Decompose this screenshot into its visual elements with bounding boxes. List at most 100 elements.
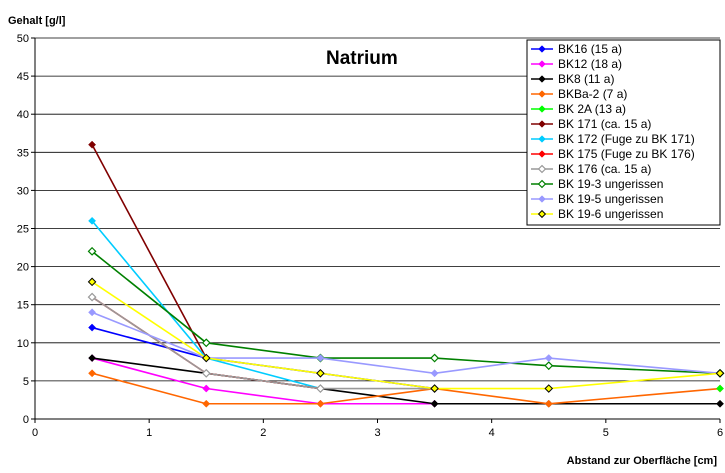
series-3-point-4 xyxy=(430,399,439,408)
y-tick-label-0: 0 xyxy=(23,414,29,426)
series-12-point-3 xyxy=(316,368,325,378)
series-4-point-3 xyxy=(316,399,325,408)
legend-item-12: BK 19-6 ungerissen xyxy=(531,207,663,221)
series-12-point-5 xyxy=(544,384,554,393)
y-tick-label-45: 45 xyxy=(17,71,29,83)
series-10-point-5 xyxy=(544,361,554,371)
legend-swatch-marker-9 xyxy=(537,164,547,174)
series-12-point-6 xyxy=(715,368,725,378)
legend-item-7: BK 172 (Fuge zu BK 171) xyxy=(531,132,695,146)
legend-label-12: BK 19-6 ungerissen xyxy=(558,207,663,221)
series-line-10 xyxy=(91,250,721,375)
chart-title: Natrium xyxy=(326,48,398,69)
y-axis-label: Gehalt [g/l] xyxy=(8,15,66,27)
x-tick-label-4: 4 xyxy=(489,427,495,439)
series-12-point-4 xyxy=(430,384,439,393)
legend: BK16 (15 a)BK12 (18 a)BK8 (11 a)BKBa-2 (… xyxy=(526,39,721,226)
legend-label-6: BK 171 (ca. 15 a) xyxy=(558,117,651,131)
legend-item-5: BK 2A (13 a) xyxy=(531,102,626,116)
legend-label-10: BK 19-3 ungerissen xyxy=(558,177,663,191)
series-9-point-2 xyxy=(201,368,211,378)
legend-swatch-marker-4 xyxy=(538,90,546,98)
legend-box xyxy=(526,39,721,226)
series-line-6 xyxy=(91,144,207,359)
legend-swatch-marker-11 xyxy=(538,195,546,203)
legend-item-2: BK12 (18 a) xyxy=(531,57,622,71)
y-tick-label-40: 40 xyxy=(17,109,29,121)
legend-swatch-marker-1 xyxy=(538,45,546,53)
x-axis-label: Abstand zur Oberfläche [cm] xyxy=(567,455,718,467)
series-4-point-5 xyxy=(544,399,553,408)
legend-item-8: BK 175 (Fuge zu BK 176) xyxy=(531,147,695,161)
legend-item-4: BKBa-2 (7 a) xyxy=(531,87,627,101)
legend-swatch-marker-8 xyxy=(538,150,546,158)
legend-item-6: BK 171 (ca. 15 a) xyxy=(531,117,651,131)
legend-item-1: BK16 (15 a) xyxy=(531,42,622,56)
legend-label-4: BKBa-2 (7 a) xyxy=(558,87,627,101)
series-11-point-1 xyxy=(88,308,97,317)
x-tick-label-0: 0 xyxy=(32,427,38,439)
series-line-2 xyxy=(91,357,435,405)
legend-swatch-marker-6 xyxy=(538,120,546,128)
y-tick-labels: 0 5 10 15 20 25 30 35 40 45 50 xyxy=(17,33,35,426)
y-tick-label-50: 50 xyxy=(17,33,29,45)
x-tick-label-1: 1 xyxy=(146,427,152,439)
legend-label-3: BK8 (11 a) xyxy=(558,72,614,86)
series-3-point-6 xyxy=(716,399,724,408)
legend-label-1: BK16 (15 a) xyxy=(558,42,622,56)
legend-swatch-marker-7 xyxy=(538,135,546,143)
legend-item-9: BK 176 (ca. 15 a) xyxy=(531,162,651,176)
legend-label-5: BK 2A (13 a) xyxy=(558,102,626,116)
legend-swatch-marker-3 xyxy=(538,75,546,83)
series-4-point-1 xyxy=(88,369,97,378)
series-line-4 xyxy=(91,372,721,405)
x-tick-label-5: 5 xyxy=(603,427,609,439)
series-12 xyxy=(87,277,725,393)
series-10-point-2 xyxy=(201,338,211,348)
legend-label-7: BK 172 (Fuge zu BK 171) xyxy=(558,132,695,146)
series-11-point-4 xyxy=(430,369,439,378)
legend-item-10: BK 19-3 ungerissen xyxy=(531,177,663,191)
series-7-point-1 xyxy=(88,216,97,225)
legend-swatch-marker-12 xyxy=(537,209,547,219)
series-12-point-1 xyxy=(87,277,97,287)
y-tick-label-15: 15 xyxy=(17,300,29,312)
series-5-point-1 xyxy=(716,384,724,393)
legend-swatch-marker-10 xyxy=(537,179,547,189)
series-line-12 xyxy=(91,281,721,390)
series-line-11 xyxy=(91,311,721,375)
series-group xyxy=(87,140,725,408)
series-5 xyxy=(716,384,724,393)
series-2-point-2 xyxy=(202,384,211,393)
series-9-point-1 xyxy=(87,292,97,302)
x-tick-label-2: 2 xyxy=(260,427,266,439)
series-6-point-1 xyxy=(88,140,97,149)
legend-item-3: BK8 (11 a) xyxy=(531,72,614,86)
legend-item-11: BK 19-5 ungerissen xyxy=(531,192,663,206)
series-12-point-2 xyxy=(201,353,211,363)
x-tick-label-6: 6 xyxy=(717,427,723,439)
series-9-point-3 xyxy=(315,384,325,393)
series-10-point-4 xyxy=(430,353,440,363)
y-tick-label-20: 20 xyxy=(17,262,29,274)
y-tick-label-5: 5 xyxy=(23,376,29,388)
series-11-point-3 xyxy=(316,354,325,362)
legend-swatch-marker-2 xyxy=(538,60,546,68)
series-3-point-1 xyxy=(88,354,97,362)
y-tick-label-25: 25 xyxy=(17,224,29,236)
series-11-point-5 xyxy=(544,354,553,362)
series-1-point-1 xyxy=(88,323,97,332)
y-tick-label-10: 10 xyxy=(17,338,29,350)
series-4-point-2 xyxy=(202,399,211,408)
legend-label-9: BK 176 (ca. 15 a) xyxy=(558,162,651,176)
legend-label-2: BK12 (18 a) xyxy=(558,57,622,71)
legend-swatch-marker-5 xyxy=(538,105,546,113)
x-tick-label-3: 3 xyxy=(374,427,380,439)
legend-label-11: BK 19-5 ungerissen xyxy=(558,192,663,206)
series-10-point-1 xyxy=(87,246,97,256)
y-tick-label-35: 35 xyxy=(17,147,29,159)
legend-label-8: BK 175 (Fuge zu BK 176) xyxy=(558,147,695,161)
x-tick-labels: 0 1 2 3 4 5 6 xyxy=(32,419,723,439)
y-tick-label-30: 30 xyxy=(17,185,29,197)
